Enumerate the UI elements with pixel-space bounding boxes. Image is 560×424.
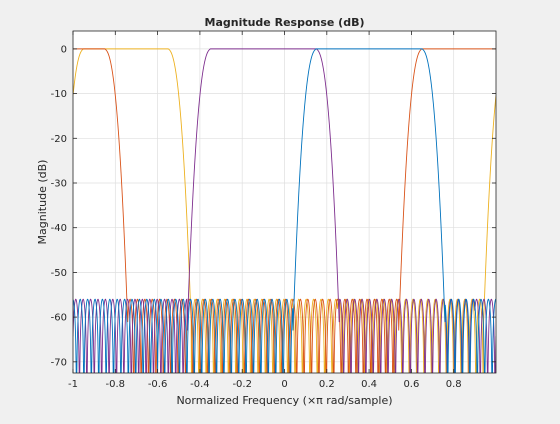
x-axis-label: Normalized Frequency (×π rad/sample) — [176, 394, 392, 407]
chart-title: Magnitude Response (dB) — [205, 16, 365, 29]
x-tick-label: 0.8 — [446, 379, 462, 390]
x-tick-label: 0 — [281, 379, 287, 390]
y-tick-label: -20 — [51, 134, 67, 145]
y-tick-label: -50 — [51, 268, 67, 279]
x-tick-label: -0.4 — [190, 379, 210, 390]
x-tick-label: -1 — [68, 379, 78, 390]
x-tick-label: 0.2 — [319, 379, 335, 390]
series-line-1 — [73, 48, 496, 373]
y-tick-label: -60 — [51, 313, 67, 324]
y-tick-label: -10 — [51, 89, 67, 100]
x-tick-labels: -1 -0.8 -0.6 -0.4 -0.2 0 0.2 0.4 0.6 0.8 — [68, 379, 462, 390]
tick-marks — [72, 31, 496, 373]
x-tick-label: 0.6 — [403, 379, 419, 390]
y-tick-labels: 0 -10 -20 -30 -40 -50 -60 -70 — [51, 44, 67, 368]
y-tick-label: -40 — [51, 223, 67, 234]
y-axis-label: Magnitude (dB) — [36, 160, 49, 245]
x-tick-label: -0.6 — [148, 379, 168, 390]
x-tick-label: -0.8 — [106, 379, 126, 390]
y-tick-label: -70 — [51, 357, 67, 368]
y-tick-label: 0 — [61, 44, 67, 55]
x-tick-label: -0.2 — [232, 379, 252, 390]
x-tick-label: 0.4 — [361, 379, 377, 390]
y-tick-label: -30 — [51, 179, 67, 190]
series-line-3 — [73, 48, 496, 373]
